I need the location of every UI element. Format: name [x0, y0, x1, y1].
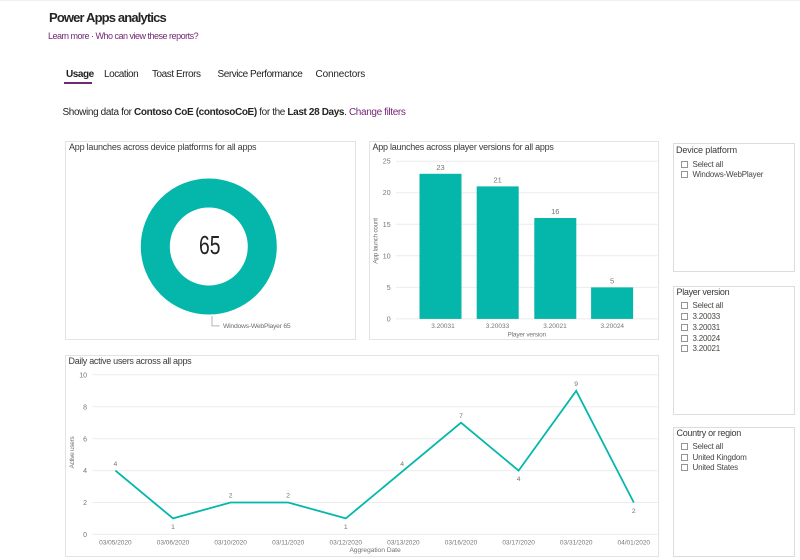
svg-text:15: 15 [383, 222, 391, 229]
svg-text:10: 10 [79, 372, 87, 379]
svg-text:03/13/2020: 03/13/2020 [387, 539, 420, 546]
svg-text:4: 4 [114, 461, 118, 468]
svg-text:03/10/2020: 03/10/2020 [214, 539, 247, 546]
svg-text:Player version: Player version [508, 332, 547, 339]
svg-text:2: 2 [632, 508, 636, 515]
svg-text:6: 6 [83, 436, 87, 443]
svg-text:03/16/2020: 03/16/2020 [445, 539, 478, 546]
svg-text:3.20021: 3.20021 [543, 323, 567, 330]
svg-text:5: 5 [610, 276, 614, 285]
svg-text:04/01/2020: 04/01/2020 [618, 539, 651, 546]
svg-text:03/05/2020: 03/05/2020 [99, 539, 132, 546]
svg-text:3.20031: 3.20031 [431, 323, 455, 330]
svg-text:65: 65 [199, 230, 221, 260]
svg-text:Active users: Active users [69, 436, 76, 469]
svg-text:3.20033: 3.20033 [486, 323, 510, 330]
svg-text:03/12/2020: 03/12/2020 [330, 539, 363, 546]
svg-text:8: 8 [83, 404, 87, 411]
svg-text:7: 7 [459, 413, 463, 420]
svg-text:23: 23 [436, 163, 444, 172]
svg-text:1: 1 [344, 524, 348, 531]
svg-text:4: 4 [517, 476, 521, 483]
svg-text:4: 4 [83, 468, 87, 475]
svg-text:Aggregation Date: Aggregation Date [349, 547, 401, 554]
svg-text:03/11/2020: 03/11/2020 [272, 539, 304, 546]
svg-text:10: 10 [383, 253, 391, 260]
svg-text:03/17/2020: 03/17/2020 [502, 539, 535, 546]
svg-text:0: 0 [83, 532, 87, 539]
svg-text:Windows-WebPlayer 65: Windows-WebPlayer 65 [223, 323, 291, 330]
svg-text:2: 2 [286, 493, 290, 500]
svg-text:03/31/2020: 03/31/2020 [560, 539, 593, 546]
svg-text:16: 16 [551, 207, 559, 216]
svg-text:1: 1 [171, 524, 175, 531]
svg-text:2: 2 [229, 493, 233, 500]
svg-text:9: 9 [574, 381, 578, 388]
svg-text:25: 25 [383, 159, 391, 166]
svg-text:0: 0 [387, 316, 391, 323]
svg-text:5: 5 [387, 285, 391, 292]
svg-text:20: 20 [383, 190, 391, 197]
svg-text:03/06/2020: 03/06/2020 [157, 539, 190, 546]
svg-text:4: 4 [400, 461, 404, 468]
svg-text:2: 2 [83, 500, 87, 507]
svg-text:App launch count: App launch count [373, 218, 380, 264]
svg-text:3.20024: 3.20024 [601, 323, 625, 330]
svg-text:21: 21 [494, 175, 502, 184]
